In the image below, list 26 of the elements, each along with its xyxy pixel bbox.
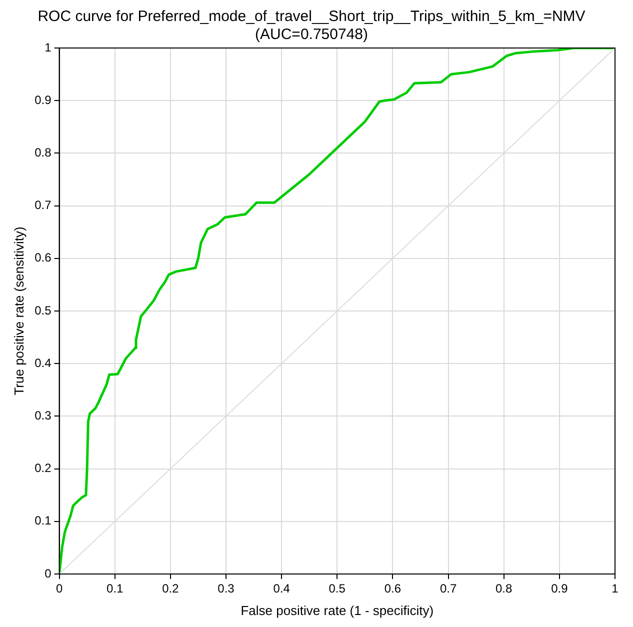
x-tick-label: 0.9 — [551, 582, 568, 596]
x-tick-label: 0.8 — [496, 582, 513, 596]
y-axis-title: True positive rate (sensitivity) — [11, 226, 26, 396]
x-tick-label: 0.4 — [273, 582, 290, 596]
y-tick-label: 0 — [44, 566, 52, 580]
x-tick-label: 0 — [56, 582, 63, 596]
y-tick-label: 0.4 — [34, 356, 52, 370]
y-tick-label: 0.3 — [34, 408, 52, 423]
chart-subtitle: (AUC=0.750748) — [255, 26, 368, 44]
x-tick-label: 0.3 — [218, 582, 235, 596]
x-tick-label: 0.5 — [328, 582, 346, 596]
y-tick-label: 0.6 — [34, 250, 52, 265]
x-axis-title: False positive rate (1 - specificity) — [240, 602, 434, 618]
y-tick-label: 0.9 — [34, 92, 52, 107]
x-tick-label: 0.1 — [106, 582, 124, 596]
x-tick-label: 0.6 — [384, 582, 402, 596]
x-tick-label: 1 — [612, 582, 619, 596]
x-tick-label: 0.2 — [162, 582, 180, 596]
y-tick-label: 0.8 — [34, 146, 52, 160]
y-tick-label: 1 — [44, 40, 52, 54]
y-tick-label: 0.7 — [34, 198, 52, 212]
x-tick-label: 0.7 — [440, 582, 457, 596]
y-tick-label: 0.1 — [34, 514, 52, 528]
chart-title: ROC curve for Preferred_mode_of_travel__Short_trip__Trips_within_5_km_=NMV — [38, 8, 586, 26]
y-tick-label: 0.2 — [34, 461, 52, 476]
y-tick-label: 0.5 — [34, 303, 52, 318]
